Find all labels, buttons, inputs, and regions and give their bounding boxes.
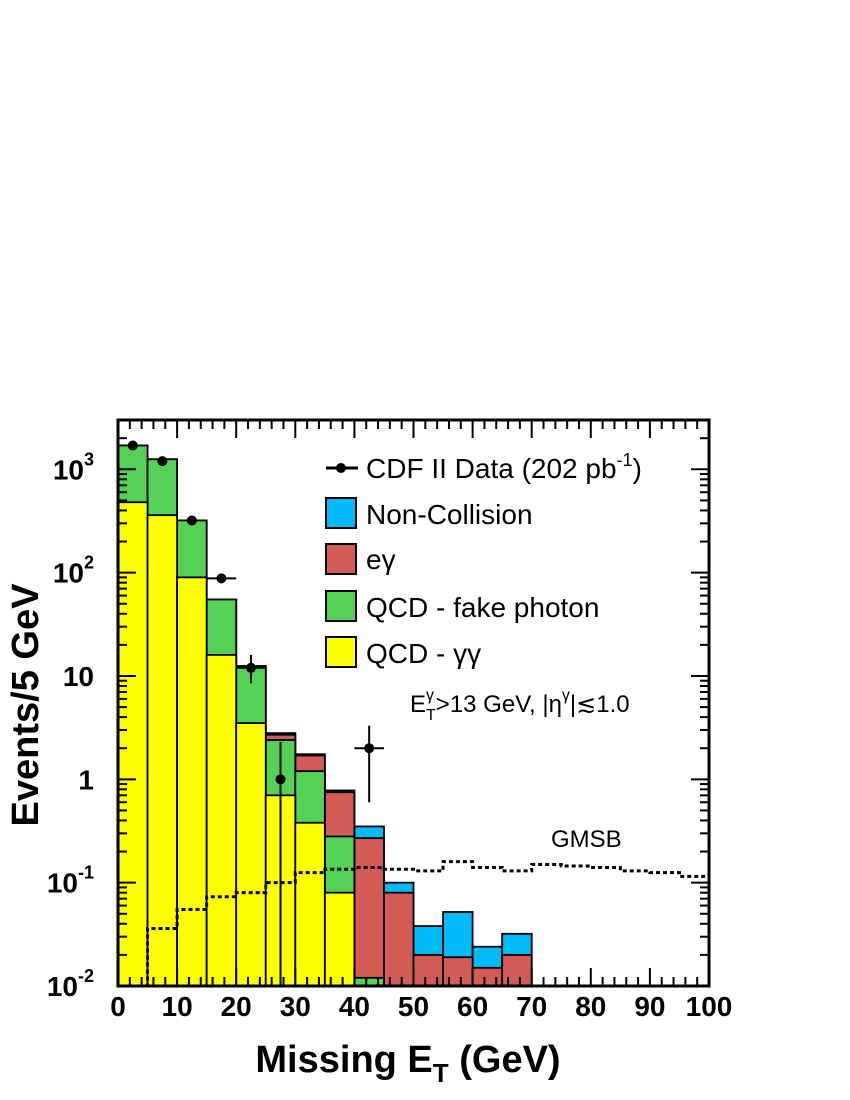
gmsb-step-line — [118, 860, 709, 988]
x-tick-label-30: 30 — [280, 991, 311, 1022]
bar-qcd-bin-2 — [176, 576, 208, 987]
x-tick-label-90: 90 — [634, 991, 665, 1022]
y-tick-label-1: 102 — [53, 553, 94, 589]
legend-label-data: CDF II Data (202 pb-1) — [366, 450, 642, 484]
x-tick-label-40: 40 — [339, 991, 370, 1022]
legend: CDF II Data (202 pb-1) Non-Collision eγ … — [325, 450, 642, 669]
x-tick-label-0: 0 — [110, 991, 126, 1022]
legend-swatch-egamma — [325, 543, 357, 575]
x-tick-label-60: 60 — [457, 991, 488, 1022]
x-tick-labels: 0 10 20 30 40 50 60 70 80 90 100 — [110, 991, 732, 1022]
legend-label-egamma: eγ — [366, 544, 396, 575]
legend-swatch-qcd-gamma-gamma — [325, 636, 357, 668]
data-point-1 — [157, 456, 168, 467]
legend-entry-data: CDF II Data (202 pb-1) — [326, 450, 642, 484]
y-tick-label-5: 10-2 — [47, 966, 94, 1002]
axes-frame — [116, 418, 711, 988]
y-tick-label-2: 10 — [63, 661, 94, 692]
legend-data-marker — [336, 463, 346, 473]
bar-e-bin-12 — [471, 966, 504, 987]
legend-entry-qcd-fake-photon: QCD - fake photon — [325, 590, 599, 623]
bar-e-bin-11 — [442, 956, 474, 987]
data-point-0 — [127, 440, 138, 451]
y-tick-label-4: 10-1 — [47, 863, 94, 899]
bar-qcd-bin-4 — [235, 722, 267, 987]
y-axis-title: Events/5 GeV — [5, 583, 47, 827]
bar-e-bin-9 — [383, 891, 415, 987]
y-tick-label-3: 1 — [78, 764, 94, 795]
legend-swatch-non-collision — [325, 497, 357, 529]
data-point-3 — [216, 573, 227, 584]
x-tick-label-50: 50 — [398, 991, 429, 1022]
legend-label-non-collision: Non-Collision — [366, 499, 533, 530]
selection-cut-annotation: Eγ T>13 GeV, |ηγ|≲1.0 — [410, 687, 630, 724]
bar-e-bin-13 — [501, 953, 533, 987]
x-axis-title: Missing ET (GeV) — [255, 1039, 560, 1088]
gmsb-curve-layer — [118, 860, 709, 988]
data-point-6 — [364, 743, 375, 754]
legend-swatch-qcd-fake-photon — [325, 590, 357, 622]
bar-qcd-bin-3 — [205, 653, 238, 987]
data-point-2 — [186, 515, 197, 526]
legend-label-qcd-fake-photon: QCD - fake photon — [366, 592, 599, 623]
x-tick-label-10: 10 — [162, 991, 193, 1022]
legend-entry-egamma: eγ — [325, 543, 396, 575]
x-tick-label-20: 20 — [221, 991, 252, 1022]
bar-e-bin-10 — [412, 953, 444, 987]
bar-qcd-bin-7 — [323, 891, 356, 987]
gmsb-label: GMSB — [551, 826, 622, 853]
legend-label-qcd-gamma-gamma: QCD - γγ — [366, 638, 481, 669]
bar-qcd-bin-1 — [146, 514, 179, 987]
data-points-layer — [127, 440, 384, 986]
x-tick-label-80: 80 — [575, 991, 606, 1022]
x-tick-label-100: 100 — [686, 991, 733, 1022]
bar-qcd-bin-6 — [294, 821, 326, 987]
y-tick-label-0: 103 — [53, 449, 94, 485]
bar-e-bin-8 — [353, 837, 385, 987]
legend-entry-qcd-gamma-gamma: QCD - γγ — [325, 636, 481, 669]
data-point-5 — [275, 774, 286, 785]
data-point-4 — [245, 662, 256, 673]
x-tick-label-70: 70 — [516, 991, 547, 1022]
legend-entry-non-collision: Non-Collision — [325, 497, 533, 530]
